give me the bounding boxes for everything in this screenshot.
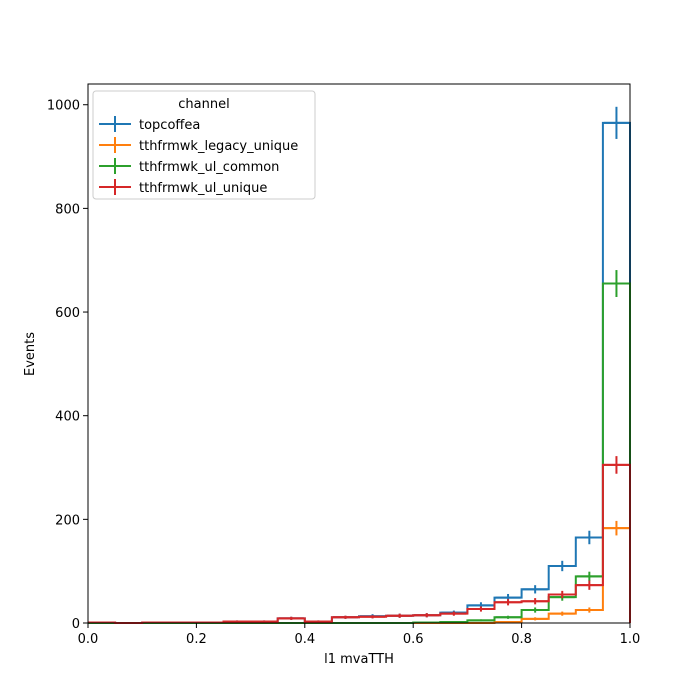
x-tick-label: 0.4	[294, 632, 315, 647]
x-tick-label: 1.0	[620, 632, 641, 647]
x-tick-label: 0.0	[78, 632, 99, 647]
y-tick-label: 600	[55, 306, 80, 321]
y-tick-label: 200	[55, 513, 80, 528]
legend: channel topcoffeatthfrmwk_legacy_uniquet…	[92, 90, 316, 200]
y-tick-label: 0	[72, 617, 80, 632]
x-tick-label: 0.2	[186, 632, 207, 647]
legend-entry-tthfrmwk-ul-unique: tthfrmwk_ul_unique	[99, 179, 267, 196]
legend-label: tthfrmwk_legacy_unique	[139, 139, 298, 154]
legend-entry-tthfrmwk-ul-common: tthfrmwk_ul_common	[99, 158, 279, 175]
legend-entry-tthfrmwk-legacy-unique: tthfrmwk_legacy_unique	[99, 137, 298, 154]
legend-label: tthfrmwk_ul_common	[139, 160, 279, 175]
x-axis-label: l1 mvaTTH	[324, 652, 394, 667]
legend-box	[92, 90, 316, 200]
plot-frame	[87, 83, 631, 624]
legend-entry-topcoffea: topcoffea	[99, 116, 200, 133]
y-axis-label: Events	[23, 332, 38, 376]
legend-title: channel	[178, 97, 229, 112]
x-tick-label: 0.8	[511, 632, 532, 647]
y-tick-label: 400	[55, 410, 80, 425]
x-axis: 0.0 0.2 0.4 0.6 0.8 1.0	[78, 623, 641, 647]
series-tthfrmwk-ul-unique	[88, 456, 631, 624]
y-tick-label: 800	[55, 202, 80, 217]
y-axis: 0 200 400 600 800 1000	[47, 99, 88, 632]
x-tick-label: 0.6	[403, 632, 424, 647]
legend-entries: topcoffea tthfrmwk_legacy_unique tthfrmwk_…	[99, 116, 298, 196]
legend-label: topcoffea	[139, 118, 200, 133]
y-tick-label: 1000	[47, 99, 80, 114]
legend-label: tthfrmwk_ul_unique	[139, 181, 267, 196]
